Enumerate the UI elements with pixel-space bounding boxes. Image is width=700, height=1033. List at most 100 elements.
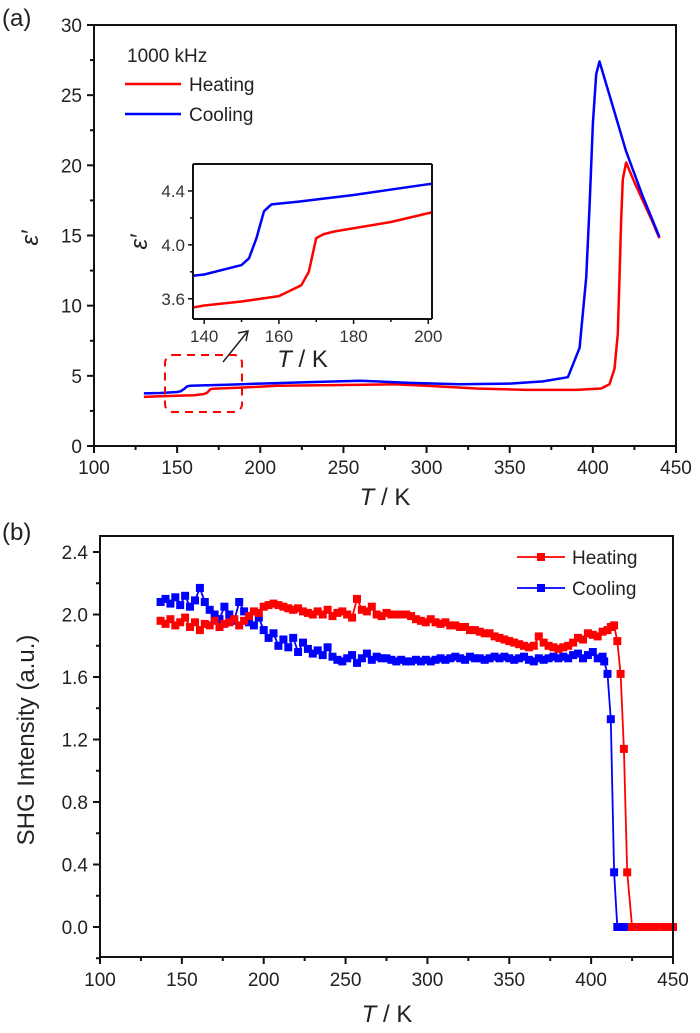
data-point-cooling	[240, 607, 249, 616]
data-point-heating	[416, 616, 425, 625]
data-point-cooling	[470, 654, 479, 663]
data-point-cooling	[362, 649, 371, 658]
y-tick-label: 30	[61, 16, 82, 37]
data-point-cooling	[186, 602, 194, 611]
panel-a-x-ticks: 100 150 200 250 300 350 400 450	[78, 446, 692, 479]
inset-series-line-heating	[193, 211, 432, 309]
x-tick-label: 300	[412, 970, 444, 991]
data-point-heating	[431, 618, 440, 627]
data-point-heating	[534, 632, 543, 641]
data-point-cooling	[397, 655, 406, 664]
data-point-heating	[382, 608, 391, 617]
data-point-heating	[564, 641, 573, 650]
data-point-heating	[490, 632, 499, 641]
panel-b-series	[156, 583, 677, 931]
data-point-cooling	[294, 648, 303, 656]
data-point-cooling	[416, 657, 425, 666]
data-point-cooling	[235, 598, 244, 606]
data-point-heating	[362, 607, 371, 616]
data-point-heating	[510, 638, 519, 647]
y-tick-label: 2.0	[62, 606, 88, 627]
data-point-cooling	[407, 657, 416, 666]
panel-b-label: (b)	[2, 519, 31, 546]
inset-y-tick-label: 3.6	[161, 290, 185, 309]
data-point-cooling	[323, 643, 332, 652]
panel-b-y-ticks: 0.0 0.4 0.8 1.2 1.6 2.0 2.4	[62, 543, 100, 960]
data-point-cooling	[205, 605, 214, 614]
data-point-heating	[461, 623, 470, 631]
y-tick-label: 5	[71, 367, 82, 388]
data-point-heating	[279, 602, 288, 611]
y-tick-label: 1.6	[62, 668, 88, 689]
data-point-heating	[323, 605, 332, 614]
x-tick-label: 400	[575, 970, 607, 991]
data-point-cooling	[328, 652, 337, 661]
data-point-cooling	[166, 599, 175, 608]
data-point-cooling	[500, 652, 509, 661]
panel-b-x-ticks: 100 150 200 250 300 350 400 450	[84, 957, 689, 991]
data-point-cooling	[279, 635, 288, 644]
inset-series-line-cooling	[193, 182, 432, 277]
data-point-heating	[520, 641, 528, 650]
panel-a-series	[143, 60, 661, 399]
data-point-cooling	[480, 655, 489, 664]
data-point-cooling	[412, 655, 420, 664]
data-point-cooling	[549, 652, 558, 661]
data-point-heating	[426, 615, 435, 624]
inset-x-tick-label: 140	[190, 327, 218, 346]
data-point-heating	[480, 629, 489, 638]
data-point-heating	[191, 618, 199, 627]
legend-b-cooling-label: Cooling	[572, 579, 636, 600]
inset-y-tick-label: 4.4	[161, 182, 185, 201]
data-point-cooling	[308, 649, 317, 658]
data-point-heating	[407, 612, 416, 621]
x-tick-label: 150	[166, 970, 198, 991]
data-point-heating	[402, 610, 411, 619]
data-point-cooling	[338, 657, 347, 666]
data-point-heating	[303, 608, 312, 617]
data-point-cooling	[593, 654, 602, 663]
inset-y-axis-title: ε′	[126, 233, 153, 250]
data-point-heating	[274, 601, 283, 610]
data-point-heating	[652, 923, 661, 931]
data-point-heating	[644, 923, 653, 931]
data-point-heating	[569, 638, 578, 647]
data-point-cooling	[490, 652, 499, 661]
data-point-cooling	[348, 651, 357, 660]
data-point-cooling	[461, 655, 470, 664]
data-point-cooling	[529, 657, 538, 666]
data-point-cooling	[156, 598, 165, 606]
data-point-heating	[205, 621, 214, 630]
data-point-cooling	[269, 629, 278, 638]
data-point-heating	[446, 621, 455, 630]
data-point-cooling	[436, 654, 445, 663]
panel-b-x-axis-title: T / K	[362, 1001, 413, 1028]
data-point-cooling	[353, 658, 361, 667]
data-point-heating	[466, 626, 474, 635]
data-point-cooling	[333, 655, 342, 664]
inset-series	[193, 182, 432, 309]
data-point-cooling	[402, 657, 411, 666]
inset-plot: 140 160 180 200 3.6 4.0 4.4 T / K ε′	[126, 163, 442, 373]
x-tick-label: 450	[657, 970, 689, 991]
x-tick-label: 350	[493, 970, 525, 991]
y-tick-label: 1.2	[62, 731, 88, 752]
data-point-heating	[485, 629, 494, 638]
data-point-heating	[583, 629, 592, 638]
data-point-cooling	[534, 654, 543, 663]
data-point-cooling	[313, 646, 322, 655]
data-point-cooling	[574, 649, 582, 658]
legend-b-heating-label: Heating	[572, 548, 638, 569]
data-point-heating	[357, 605, 366, 614]
data-point-heating	[559, 643, 568, 652]
data-point-cooling	[451, 652, 460, 661]
y-tick-label: 20	[61, 156, 82, 177]
data-point-cooling	[583, 651, 592, 660]
data-point-cooling	[181, 591, 190, 600]
inset-x-tick-label: 180	[339, 327, 367, 346]
zoom-region-box	[164, 354, 243, 413]
data-point-heating	[387, 610, 396, 619]
data-point-cooling	[171, 593, 180, 602]
data-point-cooling	[367, 655, 376, 664]
